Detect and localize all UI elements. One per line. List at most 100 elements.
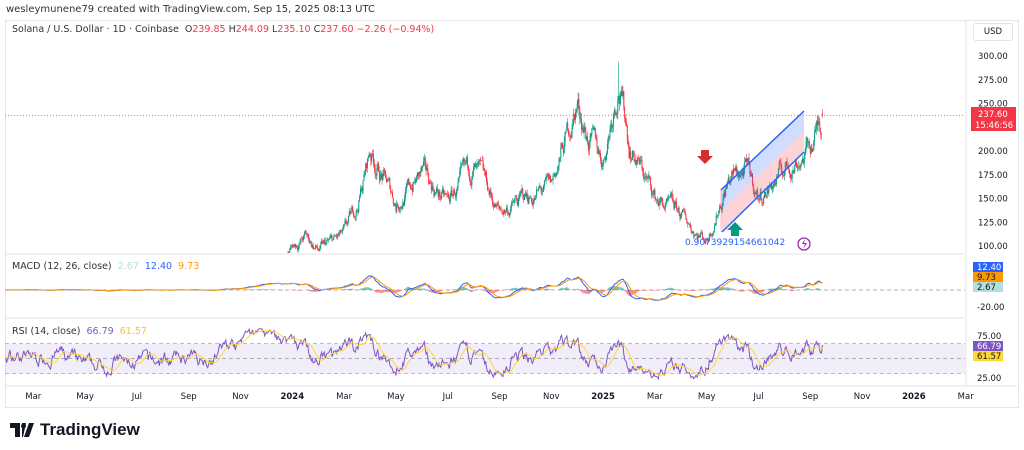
candle-body [687,223,689,224]
candle-body [729,182,731,183]
macd-histogram-bar [362,288,364,290]
currency-button[interactable]: USD [973,23,1013,41]
open-value: 239.85 [192,24,226,35]
candle-body [644,176,646,178]
candle-body [446,193,448,195]
candle-body [416,176,418,183]
candle-body [57,320,58,321]
candle-body [671,193,673,198]
candle-body [534,198,536,200]
candle-body [360,188,362,197]
candle-body [600,153,602,161]
macd-histogram-bar [777,288,778,290]
candle-body [427,167,429,175]
candle-body [298,242,300,248]
candle-body [639,160,641,165]
candle-body [515,197,517,199]
candle-body [134,324,135,325]
candle-body [65,320,66,321]
candle-body [242,311,243,313]
candle-body [191,321,192,322]
candle-body [107,324,108,325]
macd-histogram-bar [773,288,775,290]
candle-body [641,160,643,168]
candle-body [361,190,363,192]
candle-body [660,197,662,201]
candle-body [387,179,389,182]
candle-body [34,320,35,321]
macd-histogram-bar [701,289,702,290]
candle-body [197,322,198,323]
candle-body [480,159,482,161]
candle-body [29,320,30,321]
candle-body [633,152,635,161]
macd-histogram-bar [702,289,704,290]
hist-axis-badge [973,282,1003,292]
candle-body [149,322,150,323]
macd-histogram-bar [711,288,713,290]
candle-body [783,171,785,176]
candle-body [356,210,358,212]
price-tick-label: 300.00 [978,52,1008,62]
candle-body [821,113,823,116]
candle-body [698,235,700,237]
candle-body [493,203,495,208]
macd-histogram-bar [768,288,770,290]
candle-body [593,127,595,130]
candle-body [681,212,683,216]
candle-body [170,324,171,325]
macd-histogram-bar [600,290,602,293]
candle-body [179,322,180,323]
macd-histogram-bar [622,287,624,290]
candle-body [273,270,274,272]
candle-body [162,323,163,324]
candle-body [461,163,463,166]
candle-body [303,235,305,241]
candle-body [381,173,383,181]
candle-body [275,266,276,270]
signal-axis-badge-text: 9.73 [977,273,996,283]
candle-body [193,321,194,322]
candle-body [366,158,368,169]
macd-histogram-bar [808,288,809,290]
candle-body [789,173,791,178]
candle-body [652,193,654,195]
candle-body [60,319,61,320]
macd-histogram-bar [667,288,669,290]
candle-body [353,211,355,217]
candle-body [511,202,513,203]
candle-body [183,322,184,323]
candle-body [10,320,11,321]
candle-body [132,324,133,325]
macd-histogram-bar [639,290,641,291]
candle-body [600,160,602,167]
macd-histogram-bar [516,287,518,290]
candle-body [590,133,592,136]
macd-histogram-bar [515,287,517,290]
candle-body [454,190,456,195]
macd-signal-value: 9.73 [178,261,200,272]
macd-histogram-bar [717,287,719,290]
candle-body [496,204,498,206]
macd-histogram-bar [753,290,755,294]
candle-body [726,186,728,189]
candle-body [453,190,455,196]
candle-body [746,158,748,163]
candle-body [525,192,527,196]
macd-histogram-bar [379,290,380,294]
candle-body [689,224,691,228]
macd-histogram-bar [440,290,442,292]
macd-histogram-bar [438,290,440,292]
tradingview-logo[interactable]: TradingView [10,420,140,440]
candle-body [41,320,42,321]
macd-histogram-bar [566,287,568,290]
macd-histogram-bar [312,290,314,292]
macd-histogram-bar [630,290,632,297]
candle-body [342,226,344,229]
candle-body [311,244,313,247]
candle-body [573,114,575,119]
candle-body [526,192,528,198]
candle-body [499,205,500,209]
candle-body [654,190,656,199]
